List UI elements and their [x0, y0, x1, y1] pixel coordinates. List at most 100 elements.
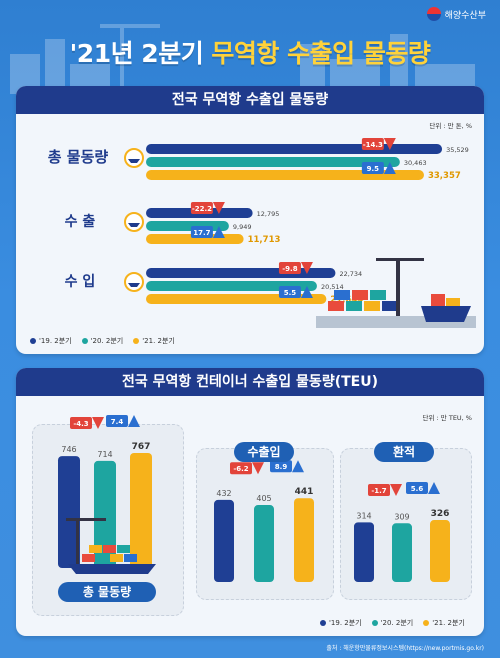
bar [146, 221, 229, 231]
data-label: 20,514 [321, 283, 344, 291]
container-box [117, 545, 130, 553]
container-box [103, 545, 116, 553]
down-arrow-icon [300, 262, 313, 274]
crane-boom [376, 258, 424, 261]
decrease-badge-box [230, 462, 252, 475]
container-box [334, 290, 350, 300]
container-ship-illustration [66, 518, 156, 574]
container-card: 전국 무역항 컨테이너 수출입 물동량(TEU) 단위 : 만 TEU, % 7… [16, 368, 484, 636]
ship-icon [124, 212, 144, 232]
bar [354, 522, 374, 582]
data-label: 314 [356, 511, 371, 520]
transship-pill: 환적 [374, 442, 434, 462]
crane-icon [396, 258, 400, 316]
legend-item: '19. 2분기 [30, 336, 72, 346]
crane-icon [76, 518, 79, 564]
source-note: 출처 : 해운항만물류정보시스템(https://new.portmis.go.… [326, 645, 484, 652]
bar [294, 498, 314, 582]
increase-badge: 7.4 [106, 414, 140, 427]
bar [392, 523, 412, 582]
down-arrow-icon [390, 484, 402, 497]
increase-badge: 8.9 [270, 460, 304, 473]
data-label: 432 [216, 489, 231, 498]
bar [146, 281, 317, 291]
legend-label: '19. 2분기 [329, 619, 362, 627]
ship-hull-icon [128, 283, 140, 287]
change-label: 17.7 [193, 229, 210, 237]
increase-badge-box [190, 226, 213, 238]
total-teu-pill: 총 물동량 [58, 582, 156, 602]
decrease-badge-box [190, 202, 213, 214]
up-arrow-icon [428, 482, 440, 495]
increase-badge-box [270, 460, 292, 473]
increase-badge: 17.7 [190, 226, 225, 238]
title-highlight: 무역항 수출입 물동량 [211, 39, 431, 68]
decrease-badge: -4.3 [70, 416, 104, 429]
cargo-ship-icon [68, 564, 156, 574]
legend-label: '21. 2분기 [142, 337, 175, 345]
ministry-name: 해양수산부 [444, 10, 486, 21]
legend-swatch [371, 620, 378, 626]
category-label: 수 출 [65, 213, 96, 230]
legend-item: '19. 2분기 [320, 618, 362, 628]
change-label: 8.9 [275, 463, 288, 471]
container-card-title: 전국 무역항 컨테이너 수출입 물동량(TEU) [16, 368, 484, 396]
decrease-badge-box [278, 262, 301, 274]
import-export-pill: 수출입 [234, 442, 294, 462]
legend-item: '20. 2분기 [81, 336, 124, 346]
down-arrow-icon [212, 202, 225, 214]
ship-icon [124, 272, 144, 292]
decrease-badge: -14.3 [361, 138, 396, 150]
decrease-badge-box [70, 416, 92, 429]
legend-item: '21. 2분기 [133, 336, 175, 346]
data-label: 12,795 [257, 210, 280, 218]
legend-item: '21. 2분기 [423, 618, 465, 628]
port-illustration [316, 258, 476, 328]
legend-swatch [423, 620, 430, 626]
legend-label: '20. 2분기 [380, 619, 414, 627]
legend-swatch [30, 338, 36, 344]
legend-swatch [81, 338, 88, 344]
bar [146, 144, 443, 154]
legend-label: '20. 2분기 [90, 337, 124, 345]
decrease-badge-box [361, 138, 384, 150]
change-label: 5.6 [411, 485, 424, 493]
increase-badge-box [278, 286, 301, 298]
container-chart: 746 714 767 -4.3 7.4 432 405 441 -6.2 8.9 314 309 32… [58, 414, 450, 582]
data-label: 35,529 [446, 146, 469, 154]
data-label: 326 [431, 509, 450, 519]
container-box [82, 554, 95, 562]
down-arrow-icon [252, 462, 264, 475]
container-box [370, 290, 386, 300]
up-arrow-icon [128, 414, 140, 427]
decrease-badge: -9.8 [278, 262, 313, 274]
change-label: -1.7 [371, 487, 386, 495]
tonnage-unit: 단위 : 만 톤, % [429, 122, 472, 130]
legend-swatch [320, 620, 326, 626]
change-label: -22.2 [192, 205, 212, 213]
ship-icon [124, 148, 144, 168]
data-label: 22,734 [339, 270, 362, 278]
container-box [328, 301, 344, 311]
up-arrow-icon [292, 460, 304, 473]
bar [430, 520, 450, 582]
change-label: 5.5 [284, 289, 297, 297]
change-label: -14.3 [363, 141, 383, 149]
decrease-badge: -22.2 [190, 202, 225, 214]
change-label: -4.3 [73, 420, 88, 428]
bar [130, 452, 152, 568]
container-box [110, 554, 123, 562]
data-label: 30,463 [404, 159, 427, 167]
down-arrow-icon [383, 138, 396, 150]
container-box [89, 545, 102, 553]
container-box [346, 301, 362, 311]
data-label: 714 [97, 450, 112, 459]
data-label: 9,949 [233, 223, 252, 231]
legend-label: '21. 2분기 [432, 619, 465, 627]
decrease-badge: -6.2 [230, 462, 264, 475]
change-label: -9.8 [282, 265, 297, 273]
data-label: 309 [394, 512, 409, 521]
data-label: 405 [256, 494, 271, 503]
